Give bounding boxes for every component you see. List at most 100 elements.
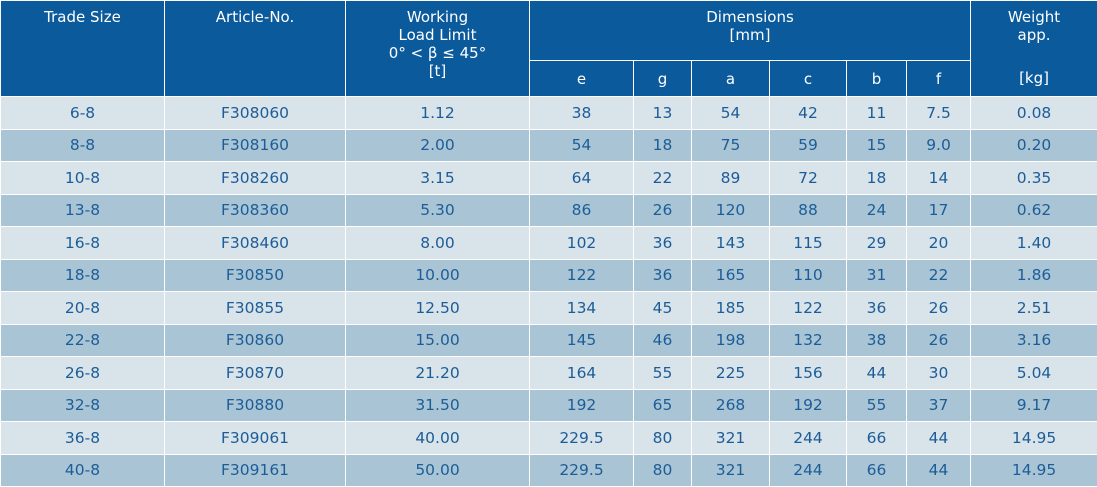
cell-trade-size: 36-8 (0, 421, 165, 455)
table-row: 18-8 F30850 10.00 122 36 165 110 31 22 1.86 (0, 259, 1097, 292)
cell-a: 120 (691, 194, 770, 227)
cell-article-no: F308160 (164, 129, 346, 162)
cell-weight: 0.35 (970, 161, 1097, 195)
cell-trade-size: 20-8 (0, 291, 165, 325)
cell-e: 54 (529, 129, 634, 162)
header-weight: Weight app. [kg] (970, 0, 1097, 97)
wll-label-angle: 0° < β ≤ 45° (388, 44, 487, 62)
cell-trade-size: 18-8 (0, 259, 165, 292)
cell-c: 42 (769, 96, 847, 130)
cell-article-no: F30850 (164, 259, 346, 292)
cell-trade-size: 22-8 (0, 324, 165, 357)
cell-wll: 1.12 (345, 96, 530, 130)
weight-label-unit: [kg] (1019, 69, 1049, 87)
cell-c: 244 (769, 421, 847, 455)
table-row: 6-8 F308060 1.12 38 13 54 42 11 7.5 0.08 (0, 96, 1097, 130)
wll-label-unit: [t] (428, 62, 447, 80)
cell-b: 24 (846, 194, 907, 227)
cell-a: 54 (691, 96, 770, 130)
table-row: 16-8 F308460 8.00 102 36 143 115 29 20 1.40 (0, 226, 1097, 260)
cell-c: 192 (769, 389, 847, 422)
cell-trade-size: 40-8 (0, 454, 165, 487)
cell-a: 143 (691, 226, 770, 260)
cell-a: 165 (691, 259, 770, 292)
cell-article-no: F30860 (164, 324, 346, 357)
cell-wll: 40.00 (345, 421, 530, 455)
cell-e: 102 (529, 226, 634, 260)
cell-b: 29 (846, 226, 907, 260)
cell-b: 66 (846, 454, 907, 487)
cell-g: 46 (633, 324, 692, 357)
cell-article-no: F308360 (164, 194, 346, 227)
wll-label-line1: Working (406, 8, 469, 26)
cell-b: 55 (846, 389, 907, 422)
cell-a: 321 (691, 454, 770, 487)
cell-e: 38 (529, 96, 634, 130)
cell-wll: 12.50 (345, 291, 530, 325)
cell-f: 37 (905, 389, 972, 422)
cell-e: 229.5 (529, 421, 634, 455)
cell-b: 36 (846, 291, 907, 325)
cell-trade-size: 10-8 (0, 161, 165, 195)
cell-g: 55 (633, 356, 692, 390)
cell-g: 45 (633, 291, 692, 325)
cell-g: 80 (633, 454, 692, 487)
cell-a: 185 (691, 291, 770, 325)
cell-e: 192 (529, 389, 634, 422)
cell-article-no: F308460 (164, 226, 346, 260)
table-row: 32-8 F30880 31.50 192 65 268 192 55 37 9.17 (0, 389, 1097, 422)
cell-g: 26 (633, 194, 692, 227)
cell-g: 36 (633, 226, 692, 260)
cell-article-no: F30880 (164, 389, 346, 422)
cell-trade-size: 8-8 (0, 129, 165, 162)
wll-label-line2: Load Limit (398, 26, 477, 44)
header-dimensions: Dimensions [mm] (528, 0, 972, 61)
cell-e: 64 (529, 161, 634, 195)
header-dim-b: b (846, 60, 907, 97)
cell-wll: 8.00 (345, 226, 530, 260)
cell-f: 22 (905, 259, 972, 292)
cell-c: 244 (769, 454, 847, 487)
table-header: Trade Size Article-No. Working Load Limi… (0, 0, 1097, 97)
cell-f: 14 (905, 161, 972, 195)
cell-trade-size: 13-8 (0, 194, 165, 227)
cell-f: 20 (905, 226, 972, 260)
cell-f: 9.0 (905, 129, 972, 162)
cell-e: 86 (529, 194, 634, 227)
cell-c: 59 (769, 129, 847, 162)
cell-wll: 50.00 (345, 454, 530, 487)
cell-wll: 3.15 (345, 161, 530, 195)
header-dim-a: a (691, 60, 770, 97)
cell-b: 18 (846, 161, 907, 195)
cell-c: 132 (769, 324, 847, 357)
cell-g: 80 (633, 421, 692, 455)
cell-weight: 1.40 (970, 226, 1097, 260)
table-row: 13-8 F308360 5.30 86 26 120 88 24 17 0.62 (0, 194, 1097, 227)
header-dim-g: g (633, 60, 692, 97)
cell-e: 229.5 (529, 454, 634, 487)
cell-wll: 10.00 (345, 259, 530, 292)
cell-trade-size: 26-8 (0, 356, 165, 390)
cell-e: 145 (529, 324, 634, 357)
cell-wll: 21.20 (345, 356, 530, 390)
cell-weight: 3.16 (970, 324, 1097, 357)
cell-a: 89 (691, 161, 770, 195)
header-dim-e: e (529, 60, 634, 97)
cell-weight: 14.95 (970, 454, 1097, 487)
cell-weight: 5.04 (970, 356, 1097, 390)
cell-wll: 5.30 (345, 194, 530, 227)
cell-a: 225 (691, 356, 770, 390)
cell-c: 88 (769, 194, 847, 227)
cell-article-no: F308060 (164, 96, 346, 130)
cell-b: 31 (846, 259, 907, 292)
cell-f: 7.5 (905, 96, 972, 130)
cell-a: 75 (691, 129, 770, 162)
cell-g: 22 (633, 161, 692, 195)
cell-wll: 31.50 (345, 389, 530, 422)
cell-weight: 1.86 (970, 259, 1097, 292)
cell-b: 15 (846, 129, 907, 162)
cell-c: 156 (769, 356, 847, 390)
cell-f: 26 (905, 291, 972, 325)
cell-weight: 0.62 (970, 194, 1097, 227)
header-trade-size: Trade Size (0, 0, 165, 97)
